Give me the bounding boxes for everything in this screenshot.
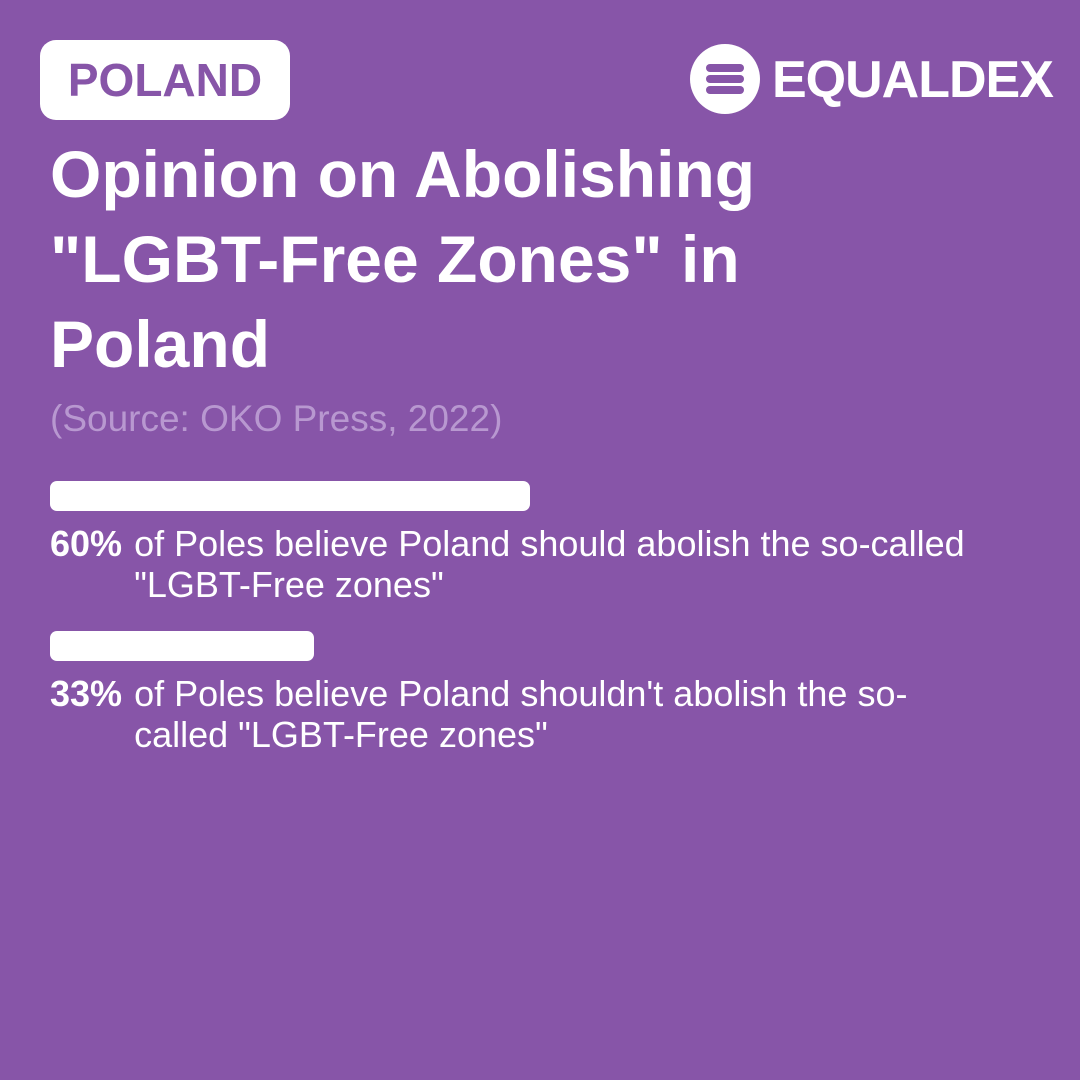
chart-title: Opinion on Abolishing "LGBT-Free Zones" … [50,137,756,381]
brand-name: EQUALDEX [772,51,1054,109]
bar-item: 33% of Poles believe Poland shouldn't abo… [50,631,1030,755]
bar-item: 60% of Poles believe Poland should abolis… [50,481,1030,605]
value-label: 60% [50,523,123,564]
logo-icon [690,44,760,114]
category-label: of Poles believe Poland shouldn't abolis… [134,673,908,755]
bar-text: 33% of Poles believe Poland shouldn't abo… [50,673,1030,755]
chart-source: (Source: OKO Press, 2022) [50,398,503,439]
country-badge: POLAND [40,40,290,120]
value-label: 33% [50,673,123,714]
category-label: of Poles believe Poland should abolish t… [134,523,965,605]
bar [50,481,530,511]
bar [50,631,314,661]
bar-text: 60% of Poles believe Poland should abolis… [50,523,1030,605]
